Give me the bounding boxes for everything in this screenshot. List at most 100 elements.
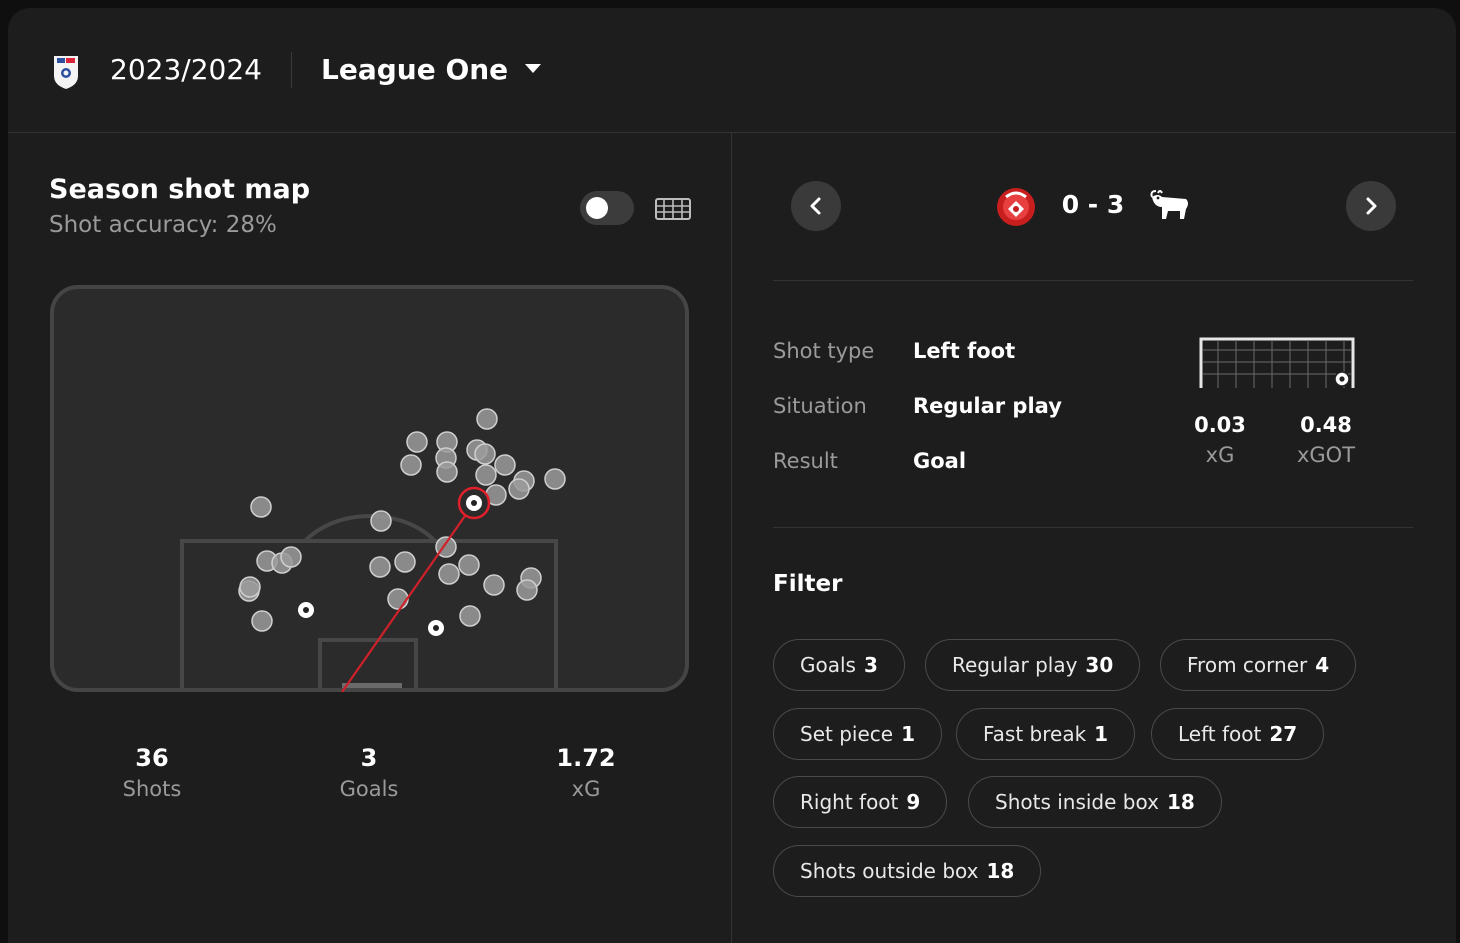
shot-marker[interactable]	[394, 551, 416, 573]
chip-label: Right foot	[800, 790, 899, 814]
chip-count: 3	[863, 653, 878, 677]
goal-view-icon[interactable]	[655, 198, 691, 220]
shot-marker[interactable]	[436, 461, 458, 483]
chip-label: Goals	[800, 653, 856, 677]
chip-count: 30	[1085, 653, 1114, 677]
filter-chip-shots-outside-box[interactable]: Shots outside box 18	[773, 845, 1042, 897]
shot-accuracy: Shot accuracy: 28%	[49, 212, 277, 238]
goal-marker[interactable]	[298, 602, 314, 618]
filter-chip-set-piece[interactable]: Set piece 1	[773, 708, 942, 760]
shot-map-card: 2023/2024 League One Season shot map Sho…	[8, 8, 1456, 943]
shot-marker[interactable]	[508, 478, 530, 500]
section-divider	[773, 527, 1413, 528]
goal-placement-icon	[1199, 337, 1355, 388]
shot-marker[interactable]	[475, 464, 497, 486]
shot-type-value: Left foot	[913, 339, 1016, 363]
stat-label: Shots	[122, 777, 182, 801]
chip-label: Left foot	[1178, 722, 1262, 746]
filter-chip-left-foot[interactable]: Left foot 27	[1151, 708, 1325, 760]
shot-marker[interactable]	[280, 546, 302, 568]
shot-marker[interactable]	[438, 563, 460, 585]
situation-label: Situation	[773, 394, 867, 418]
shot-map-title: Season shot map	[49, 174, 311, 205]
goal-marker[interactable]	[428, 620, 444, 636]
shot-marker[interactable]	[406, 431, 428, 453]
chip-count: 9	[906, 790, 921, 814]
away-team-crest-icon	[1150, 190, 1188, 219]
shot-type-label: Shot type	[773, 339, 875, 363]
shot-marker[interactable]	[370, 510, 392, 532]
xg-stat: 0.03 xG	[1170, 410, 1270, 470]
next-shot-button[interactable]	[1346, 181, 1396, 231]
shot-marker[interactable]	[251, 610, 273, 632]
shot-marker[interactable]	[387, 588, 409, 610]
filter-chip-shots-inside-box[interactable]: Shots inside box 18	[968, 776, 1222, 828]
chip-label: Fast break	[983, 722, 1087, 746]
shot-marker[interactable]	[459, 605, 481, 627]
panel-divider	[731, 133, 732, 943]
filter-chip-from-corner[interactable]: From corner 4	[1160, 639, 1357, 691]
header-divider	[291, 52, 292, 88]
shot-marker[interactable]	[476, 408, 498, 430]
chip-count: 4	[1315, 653, 1330, 677]
xgot-stat: 0.48 xGOT	[1276, 410, 1376, 470]
season-selector[interactable]: 2023/2024	[110, 53, 262, 86]
filter-chip-right-foot[interactable]: Right foot 9	[773, 776, 948, 828]
situation-value: Regular play	[913, 394, 1062, 418]
chip-label: Shots outside box	[800, 859, 979, 883]
stat-value: 1.72	[556, 744, 616, 772]
chip-label: From corner	[1187, 653, 1308, 677]
stat-value: 36	[135, 744, 169, 772]
chip-label: Regular play	[952, 653, 1078, 677]
shot-marker[interactable]	[400, 454, 422, 476]
chevron-left-icon	[810, 197, 821, 215]
view-toggle[interactable]	[580, 191, 634, 225]
result-value: Goal	[913, 449, 967, 473]
stat-value: 3	[360, 744, 378, 772]
shot-marker[interactable]	[250, 496, 272, 518]
xgot-value: 0.48	[1300, 413, 1352, 437]
dropdown-caret-icon[interactable]	[525, 64, 541, 73]
chip-count: 18	[1166, 790, 1195, 814]
league-selector[interactable]: League One	[321, 53, 509, 86]
shot-map-pitch[interactable]	[50, 285, 689, 692]
section-divider	[773, 280, 1413, 281]
shot-marker[interactable]	[239, 576, 261, 598]
xg-label: xG	[1205, 443, 1235, 467]
chip-label: Shots inside box	[995, 790, 1159, 814]
previous-shot-button[interactable]	[791, 181, 841, 231]
shot-marker[interactable]	[474, 443, 496, 465]
shot-marker[interactable]	[516, 579, 538, 601]
home-team-crest-icon	[997, 188, 1035, 226]
shot-marker[interactable]	[369, 556, 391, 578]
shot-marker[interactable]	[483, 574, 505, 596]
selected-shot-marker[interactable]	[457, 486, 491, 520]
stat-goals: 3 Goals	[289, 742, 449, 804]
xgot-label: xGOT	[1296, 443, 1356, 467]
stat-label: Goals	[339, 777, 399, 801]
filter-chip-regular-play[interactable]: Regular play 30	[925, 639, 1141, 691]
chip-count: 18	[986, 859, 1015, 883]
shot-marker[interactable]	[544, 468, 566, 490]
chip-count: 27	[1269, 722, 1298, 746]
stat-xg: 1.72 xG	[506, 742, 666, 804]
chip-label: Set piece	[800, 722, 894, 746]
chip-count: 1	[901, 722, 915, 746]
toggle-knob	[586, 197, 608, 219]
league-crest-icon	[54, 56, 78, 89]
stat-label: xG	[571, 777, 601, 801]
chip-count: 1	[1094, 722, 1109, 746]
season-header: 2023/2024 League One	[8, 8, 1456, 133]
pitch-markings	[180, 514, 558, 688]
filter-chip-goals[interactable]: Goals 3	[773, 639, 905, 691]
filter-chip-fast-break[interactable]: Fast break 1	[956, 708, 1136, 760]
shot-marker[interactable]	[494, 454, 516, 476]
result-label: Result	[773, 449, 838, 473]
goal-markers[interactable]	[298, 602, 444, 636]
xg-value: 0.03	[1194, 413, 1246, 437]
match-score: 0 - 3	[1061, 190, 1125, 219]
football-icon	[1334, 371, 1350, 387]
stat-shots: 36 Shots	[72, 742, 232, 804]
shot-marker[interactable]	[458, 554, 480, 576]
chevron-right-icon	[1366, 197, 1377, 215]
